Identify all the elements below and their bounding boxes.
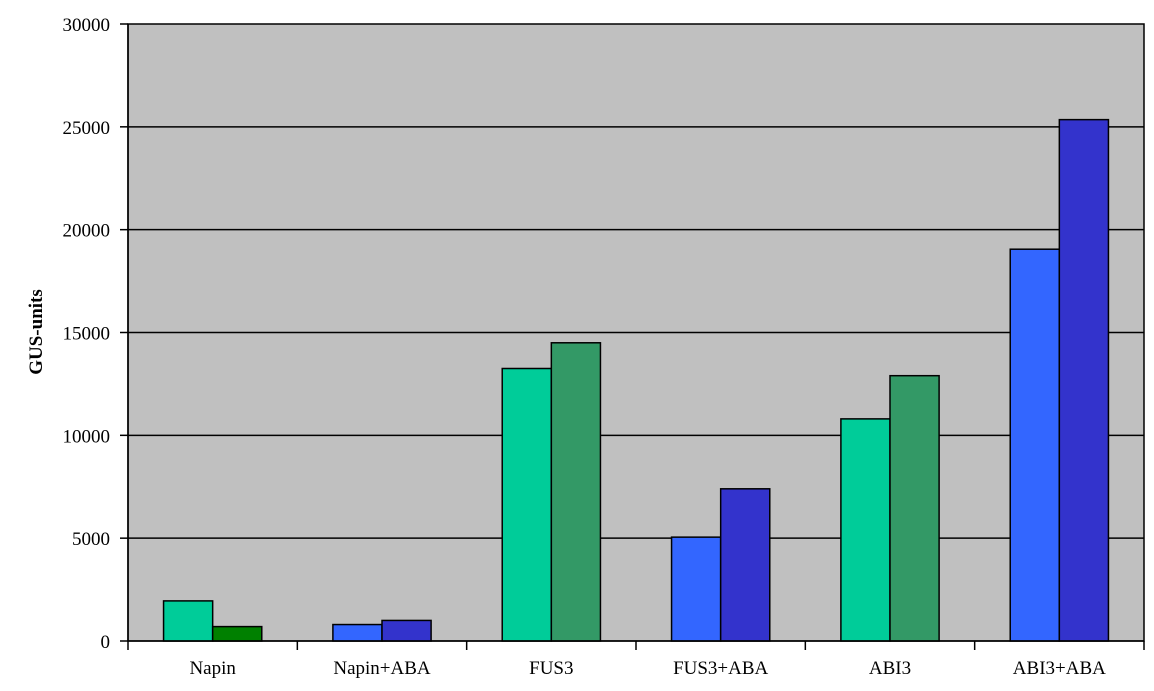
bar-fus3-plus-aba-2 bbox=[719, 488, 771, 642]
bar-napin-plus-aba-2 bbox=[381, 619, 432, 642]
bar-napin-1 bbox=[162, 600, 214, 642]
y-tick-label: 10000 bbox=[63, 426, 111, 447]
bars bbox=[162, 118, 1110, 642]
bar-abi3-plus-aba-1 bbox=[1009, 248, 1061, 642]
bar-fus3-1 bbox=[501, 367, 553, 642]
x-tick-label: FUS3 bbox=[529, 658, 573, 679]
bar-abi3-2 bbox=[889, 374, 940, 642]
y-tick-label: 15000 bbox=[63, 324, 111, 345]
bar-fus3-plus-aba-1 bbox=[670, 536, 722, 642]
bar-napin-2 bbox=[211, 625, 263, 642]
y-tick-label: 25000 bbox=[63, 118, 111, 139]
bar-abi3-plus-aba-2 bbox=[1058, 118, 1110, 642]
y-tick-label: 20000 bbox=[63, 221, 111, 242]
x-axis-tick-labels: Napin Napin+ABA FUS3 FUS3+ABA ABI3 ABI3+ABA bbox=[189, 658, 1106, 679]
y-tick-label: 30000 bbox=[63, 15, 111, 36]
grid-lines bbox=[128, 126, 1144, 539]
bar-abi3-1 bbox=[840, 418, 891, 642]
x-tick-label: ABI3 bbox=[869, 658, 911, 679]
y-axis-tick-labels: 0 5000 10000 15000 20000 25000 30000 bbox=[63, 15, 111, 653]
bar-napin-plus-aba-1 bbox=[332, 623, 383, 642]
x-axis-ticks bbox=[127, 641, 1145, 650]
x-tick-label: Napin+ABA bbox=[333, 658, 431, 679]
x-tick-label: ABI3+ABA bbox=[1013, 658, 1106, 679]
x-tick-label: Napin bbox=[189, 658, 236, 679]
bar-fus3-2 bbox=[550, 342, 602, 642]
y-axis-title: GUS-units bbox=[26, 289, 47, 375]
x-tick-label: FUS3+ABA bbox=[673, 658, 768, 679]
y-axis-ticks bbox=[120, 23, 128, 642]
y-tick-label: 5000 bbox=[72, 529, 110, 550]
y-tick-label: 0 bbox=[101, 632, 111, 653]
